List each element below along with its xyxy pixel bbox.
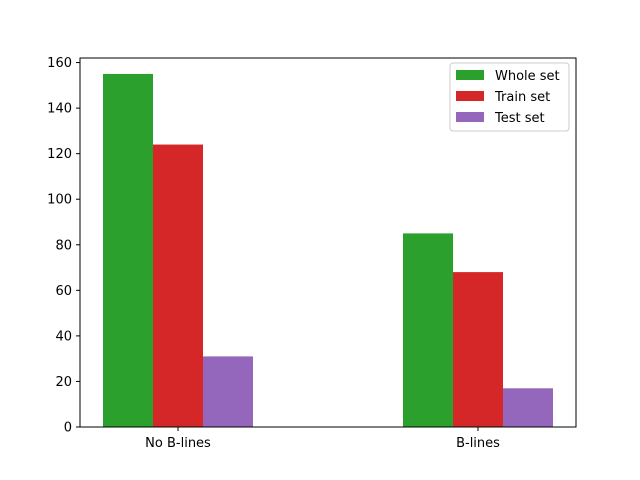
legend: Whole set Train set Test set (449, 62, 570, 132)
bar-train-set-no-b-lines (153, 144, 203, 428)
bar-test-set-b-lines (503, 388, 553, 427)
legend-swatch (456, 91, 484, 101)
bar-test-set-no-b-lines (203, 356, 253, 427)
y-axis: 0 20 40 60 80 100 120 140 160 (47, 56, 80, 436)
y-tick-label: 80 (55, 238, 72, 253)
legend-swatch (456, 70, 484, 80)
y-tick-label: 40 (55, 329, 72, 344)
x-axis: No B-lines B-lines (145, 427, 500, 451)
legend-swatch (456, 112, 484, 122)
legend-label: Whole set (495, 69, 560, 84)
plot-frame (79, 57, 577, 428)
bar-train-set-b-lines (453, 272, 503, 427)
bar-whole-set-no-b-lines (103, 73, 153, 427)
x-tick-label: No B-lines (145, 436, 211, 451)
legend-label: Train set (494, 90, 550, 105)
legend-label: Test set (494, 111, 545, 126)
y-tick-label: 140 (47, 102, 72, 117)
y-tick-label: 20 (55, 375, 72, 390)
bars-group (103, 73, 553, 428)
y-tick-label: 60 (55, 284, 72, 299)
y-tick-label: 0 (64, 421, 72, 436)
x-tick-label: B-lines (456, 436, 500, 451)
y-tick-label: 120 (47, 147, 72, 162)
bar-whole-set-b-lines (403, 233, 453, 427)
y-tick-label: 160 (47, 56, 72, 71)
y-tick-label: 100 (47, 193, 72, 208)
